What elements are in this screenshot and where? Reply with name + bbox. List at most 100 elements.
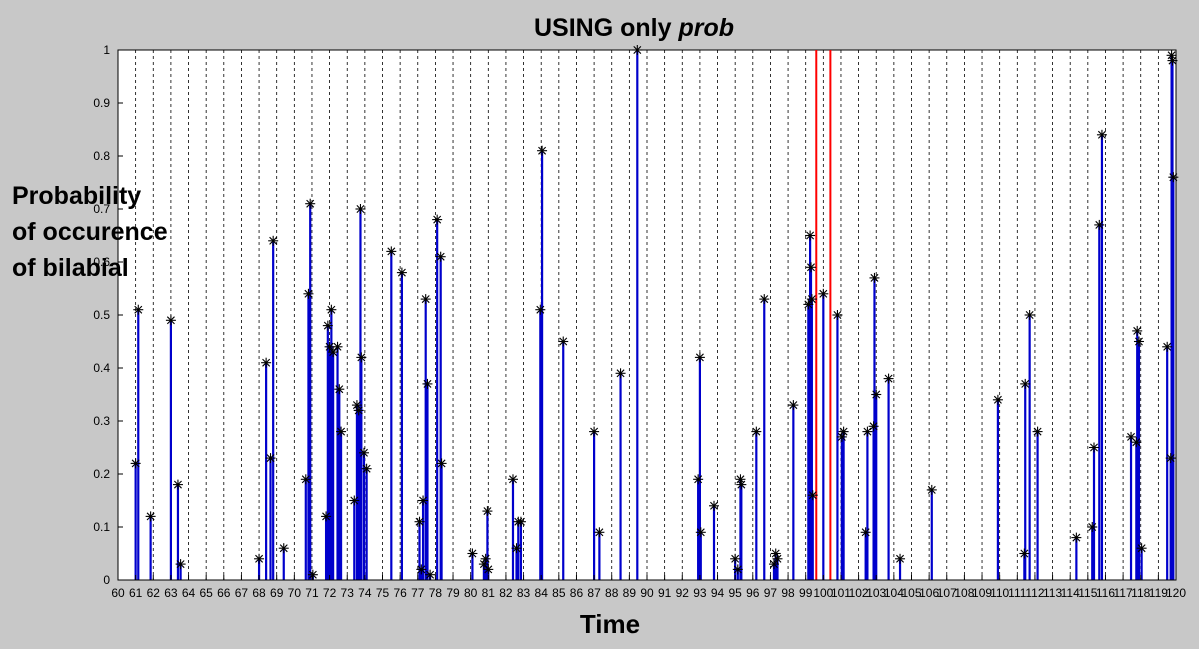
x-tick-label: 76: [393, 586, 407, 600]
x-tick-label: 60: [111, 586, 125, 600]
asterisk-marker: [806, 294, 817, 305]
asterisk-marker: [1133, 336, 1144, 347]
x-tick-label: 119: [1149, 586, 1168, 600]
x-tick-label: 78: [429, 586, 443, 600]
x-tick-label: 100: [813, 586, 833, 600]
asterisk-marker: [321, 511, 332, 522]
x-tick-label: 81: [482, 586, 496, 600]
asterisk-marker: [130, 458, 141, 469]
x-tick-label: 65: [199, 586, 213, 600]
x-tick-label: 83: [517, 586, 531, 600]
x-tick-label: 110: [990, 586, 1009, 600]
asterisk-marker: [535, 304, 546, 315]
asterisk-marker: [300, 474, 311, 485]
asterisk-marker: [356, 352, 367, 363]
asterisk-marker: [883, 373, 894, 384]
asterisk-marker: [589, 426, 600, 437]
x-tick-label: 107: [937, 586, 957, 600]
asterisk-marker: [632, 45, 643, 55]
x-tick-label: 101: [831, 586, 851, 600]
x-tick-label: 92: [676, 586, 690, 600]
y-axis-label-line: of bilabial: [12, 254, 129, 282]
asterisk-marker: [818, 288, 829, 299]
asterisk-marker: [695, 527, 706, 538]
asterisk-marker: [1131, 437, 1142, 448]
asterisk-marker: [265, 453, 276, 464]
asterisk-marker: [735, 474, 746, 485]
asterisk-marker: [420, 294, 431, 305]
asterisk-marker: [261, 357, 272, 368]
asterisk-marker: [425, 569, 436, 580]
asterisk-marker: [172, 479, 183, 490]
asterisk-marker: [414, 516, 425, 527]
asterisk-marker: [353, 405, 364, 416]
asterisk-marker: [396, 267, 407, 278]
asterisk-marker: [355, 204, 366, 214]
asterisk-marker: [328, 347, 339, 358]
chart-title-prefix: USING only: [534, 14, 678, 42]
asterisk-marker: [788, 400, 799, 411]
x-tick-label: 90: [640, 586, 654, 600]
asterisk-marker: [303, 288, 314, 299]
asterisk-marker: [807, 490, 818, 501]
asterisk-marker: [307, 569, 318, 580]
asterisk-marker: [615, 368, 626, 379]
asterisk-marker: [730, 553, 741, 564]
y-tick-label: 0.1: [93, 520, 110, 534]
x-tick-label: 70: [288, 586, 302, 600]
x-tick-label: 93: [693, 586, 707, 600]
asterisk-marker: [1019, 548, 1030, 559]
y-tick-label: 0: [103, 573, 110, 587]
asterisk-marker: [145, 511, 156, 522]
x-tick-label: 115: [1078, 586, 1097, 600]
x-tick-label: 102: [849, 586, 869, 600]
x-tick-label: 71: [305, 586, 319, 600]
y-axis-label-line: of occurence: [12, 218, 168, 246]
asterisk-marker: [507, 474, 518, 485]
asterisk-marker: [860, 527, 871, 538]
asterisk-marker: [759, 294, 770, 305]
x-tick-label: 94: [711, 586, 725, 600]
y-tick-label: 0.7: [93, 202, 110, 216]
x-axis-label: Time: [580, 609, 640, 639]
asterisk-marker: [332, 341, 343, 352]
asterisk-marker: [511, 543, 522, 554]
x-tick-label: 85: [552, 586, 566, 600]
x-tick-label: 87: [587, 586, 601, 600]
asterisk-marker: [1162, 341, 1173, 352]
asterisk-marker: [336, 426, 347, 437]
asterisk-marker: [694, 352, 705, 363]
asterisk-marker: [305, 198, 316, 209]
asterisk-marker: [326, 304, 337, 315]
x-tick-label: 88: [605, 586, 619, 600]
asterisk-marker: [418, 495, 429, 506]
x-tick-label: 99: [799, 586, 813, 600]
x-tick-label: 63: [164, 586, 178, 600]
x-tick-label: 104: [884, 586, 904, 600]
asterisk-marker: [992, 394, 1003, 405]
x-tick-label: 103: [866, 586, 886, 600]
asterisk-marker: [869, 272, 880, 283]
x-tick-label: 112: [1025, 586, 1044, 600]
x-tick-label: 98: [781, 586, 795, 600]
asterisk-marker: [422, 378, 433, 389]
x-axis-ticks: 60 61 62 63 64 65 66 67 68 69 70 71 72 73 74 75 76 77 78 79…: [111, 575, 1186, 600]
asterisk-marker: [334, 384, 345, 395]
x-tick-label: 116: [1096, 586, 1115, 600]
asterisk-marker: [772, 553, 783, 564]
asterisk-marker: [803, 299, 814, 310]
asterisk-marker: [895, 553, 906, 564]
asterisk-marker: [386, 246, 397, 257]
asterisk-marker: [1165, 453, 1176, 464]
asterisk-marker: [432, 214, 443, 225]
x-tick-label: 72: [323, 586, 337, 600]
asterisk-marker: [482, 506, 493, 517]
y-tick-label: 0.8: [93, 149, 110, 163]
x-tick-label: 69: [270, 586, 284, 600]
asterisk-marker: [1024, 310, 1035, 320]
asterisk-marker: [1166, 50, 1177, 61]
asterisk-marker: [322, 320, 333, 331]
y-axis-label-line: Probability: [12, 182, 142, 210]
x-tick-label: 106: [919, 586, 939, 600]
asterisk-marker: [805, 230, 816, 241]
